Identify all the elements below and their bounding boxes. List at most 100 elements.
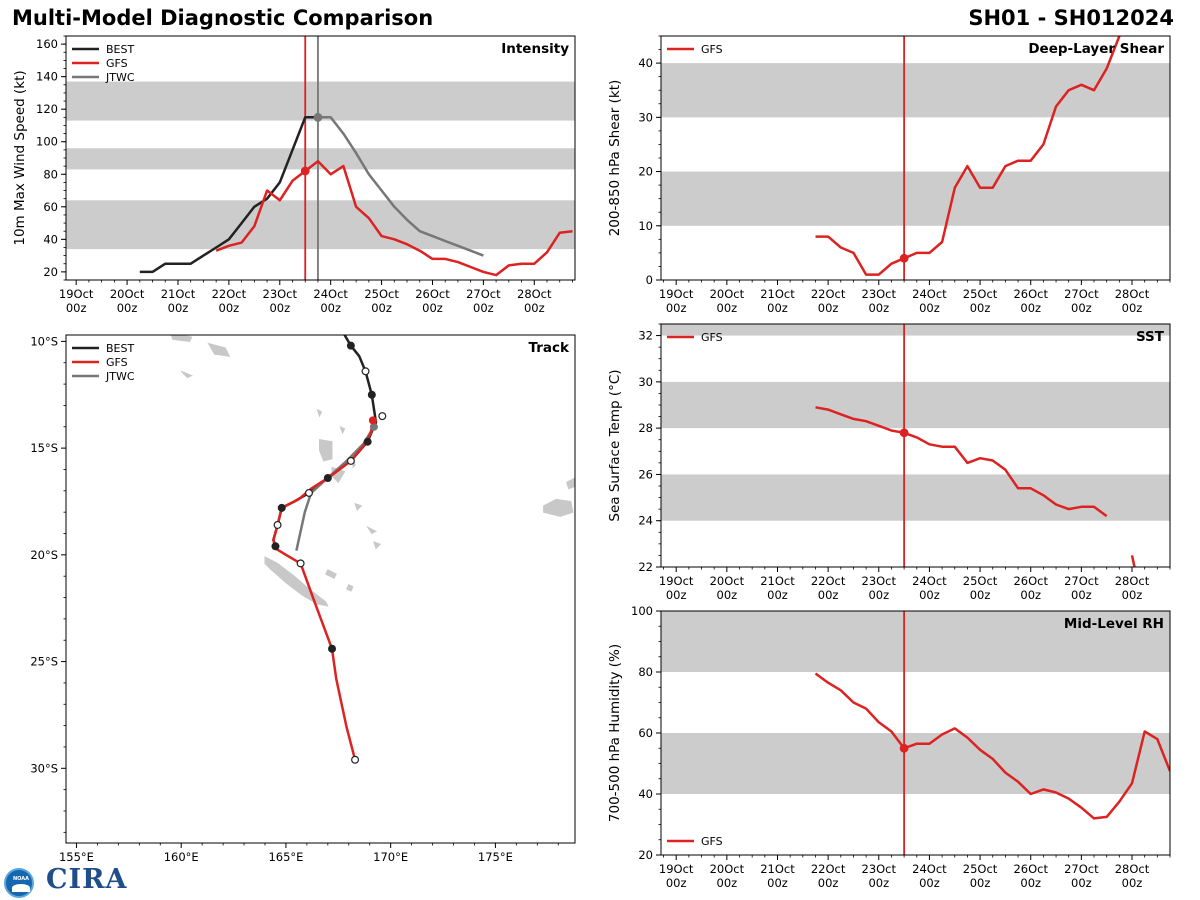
track-marker-3 (378, 412, 387, 421)
intensity-xtick-sublabel-7: 00z (422, 301, 443, 315)
track-xtick-label-1: 160°E (164, 850, 199, 864)
intensity-legend-label-jtwc: JTWC (105, 71, 135, 84)
track-marker-9 (273, 520, 282, 529)
sst-xtick-sublabel-6: 00z (970, 588, 991, 602)
shear-xtick-label-2: 21Oct (760, 287, 795, 301)
storm-id-title: SH01 - SH012024 (968, 6, 1174, 30)
rh-xtick-label-0: 19Oct (659, 862, 694, 876)
land-fiji-2 (565, 477, 575, 490)
rh-legend: GFS (667, 835, 723, 848)
sst-ytick-label-2: 26 (638, 467, 653, 481)
noaa-emblem-icon: NOAA (4, 868, 34, 898)
track-marker-14 (369, 422, 378, 431)
intensity-legend-label-gfs: GFS (106, 57, 128, 70)
rh-xtick-label-6: 25Oct (963, 862, 998, 876)
land-vanuatu-4 (354, 502, 363, 511)
rh-ytick-label-0: 20 (638, 848, 653, 862)
sst-xtick-sublabel-9: 00z (1122, 588, 1143, 602)
rh-xtick-sublabel-4: 00z (868, 876, 889, 890)
shear-ytick-label-2: 20 (638, 165, 653, 179)
shear-xtick-label-4: 23Oct (862, 287, 897, 301)
shear-ytick-label-3: 30 (638, 110, 653, 124)
intensity-xtick-label-3: 22Oct (212, 287, 247, 301)
rh-xtick-sublabel-0: 00z (666, 876, 687, 890)
track-marker-11 (296, 559, 305, 568)
intensity-series-gfs-line-1 (215, 160, 573, 277)
land-solomon-1 (170, 335, 193, 342)
rh-xtick-sublabel-6: 00z (970, 876, 991, 890)
intensity-band-1 (66, 148, 575, 170)
intensity-ytick-label-7: 160 (36, 37, 58, 51)
intensity-xtick-label-0: 19Oct (59, 287, 94, 301)
intensity-xtick-sublabel-3: 00z (219, 301, 240, 315)
rh-band-0 (661, 733, 1170, 794)
land-vanuatu-8 (339, 425, 346, 435)
sst-xtick-label-6: 25Oct (963, 574, 998, 588)
noaa-bird-icon (12, 884, 30, 892)
cira-logo-text: CIRA (46, 864, 128, 895)
sst-xtick-sublabel-3: 00z (818, 588, 839, 602)
shear-xtick-sublabel-1: 00z (717, 301, 738, 315)
sst-ytick-label-1: 24 (638, 514, 653, 528)
land-new-caledonia (264, 556, 329, 607)
intensity-xtick-label-1: 20Oct (110, 287, 145, 301)
track-marker-8 (277, 503, 286, 512)
rh-ylabel: 700-500 hPa Humidity (%) (607, 644, 623, 822)
track-legend-label-best: BEST (106, 342, 134, 355)
shear-ytick-label-4: 40 (638, 56, 653, 70)
shear-xtick-label-3: 22Oct (811, 287, 846, 301)
intensity-title: Intensity (501, 41, 569, 57)
shear-ytick-label-1: 10 (638, 219, 653, 233)
track-ytick-label-4: 30°S (30, 761, 58, 775)
sst-xtick-label-8: 27Oct (1064, 574, 1099, 588)
shear-plot-area (661, 36, 1170, 280)
sst-legend-label-gfs: GFS (701, 331, 723, 344)
rh-xtick-sublabel-7: 00z (1020, 876, 1041, 890)
shear-xtick-sublabel-3: 00z (818, 301, 839, 315)
shear-marker-0 (899, 253, 909, 263)
intensity-xtick-sublabel-8: 00z (473, 301, 494, 315)
sst-xtick-sublabel-2: 00z (767, 588, 788, 602)
sst-ylabel: Sea Surface Temp (°C) (607, 369, 623, 521)
shear-ytick-label-0: 0 (646, 273, 653, 287)
intensity-ylabel: 10m Max Wind Speed (kt) (12, 70, 28, 245)
sst-xtick-sublabel-7: 00z (1020, 588, 1041, 602)
land-vanuatu-5 (366, 525, 378, 535)
track-xtick-label-2: 165°E (268, 850, 303, 864)
intensity-series-jtwc-line-2 (318, 116, 484, 257)
intensity-xtick-sublabel-5: 00z (320, 301, 341, 315)
sst-plot-area (661, 324, 1170, 567)
intensity-ytick-label-3: 80 (43, 167, 58, 181)
land-solomon-3 (180, 370, 193, 379)
sst-axes-frame (660, 323, 1171, 568)
track-marker-0 (346, 341, 355, 350)
land-loyalty-islands (325, 569, 337, 579)
sst-band-2 (661, 324, 1170, 336)
sst-band-0 (661, 474, 1170, 521)
rh-panel: 19Oct00z20Oct00z21Oct00z22Oct00z23Oct00z… (607, 604, 1171, 890)
rh-xtick-label-1: 20Oct (710, 862, 745, 876)
track-series-gfs-line-2 (272, 420, 375, 761)
intensity-xtick-sublabel-4: 00z (269, 301, 290, 315)
rh-xtick-label-8: 27Oct (1064, 862, 1099, 876)
sst-band-1 (661, 381, 1170, 429)
intensity-ytick-label-2: 60 (43, 200, 58, 214)
intensity-band-0 (66, 200, 575, 250)
intensity-marker-1 (313, 112, 323, 122)
intensity-xtick-label-7: 26Oct (415, 287, 450, 301)
track-legend-label-jtwc: JTWC (105, 370, 135, 383)
track-xtick-label-3: 170°E (373, 850, 408, 864)
intensity-series-best-line-0 (139, 116, 318, 274)
intensity-plot-area (66, 36, 575, 280)
sst-series-gfs-line-1 (1130, 555, 1136, 567)
intensity-xtick-label-4: 23Oct (263, 287, 298, 301)
sst-ytick-label-0: 22 (638, 560, 653, 574)
sst-marker-0 (899, 428, 909, 438)
sst-xtick-sublabel-0: 00z (666, 588, 687, 602)
intensity-xtick-sublabel-2: 00z (168, 301, 189, 315)
sst-legend: GFS (667, 331, 723, 344)
sst-ytick-label-3: 28 (638, 421, 653, 435)
rh-xtick-sublabel-8: 00z (1071, 876, 1092, 890)
